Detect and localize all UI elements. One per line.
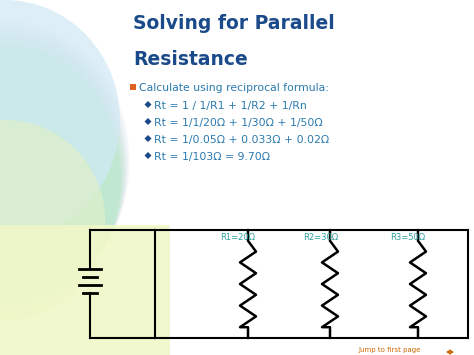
- Text: Resistance: Resistance: [133, 50, 248, 69]
- Ellipse shape: [0, 0, 120, 240]
- Text: Calculate using reciprocal formula:: Calculate using reciprocal formula:: [139, 83, 329, 93]
- Text: Rt = 1/103Ω = 9.70Ω: Rt = 1/103Ω = 9.70Ω: [154, 152, 270, 162]
- Bar: [130, 84, 136, 90]
- Polygon shape: [145, 118, 152, 125]
- Polygon shape: [145, 101, 152, 108]
- Text: Jump to first page: Jump to first page: [358, 347, 420, 353]
- Ellipse shape: [0, 120, 105, 320]
- Text: R3=50Ω: R3=50Ω: [390, 233, 425, 242]
- Text: R2=30Ω: R2=30Ω: [303, 233, 338, 242]
- Polygon shape: [145, 135, 152, 142]
- Text: Rt = 1/1/20Ω + 1/30Ω + 1/50Ω: Rt = 1/1/20Ω + 1/30Ω + 1/50Ω: [154, 118, 323, 128]
- Text: Rt = 1/0.05Ω + 0.033Ω + 0.02Ω: Rt = 1/0.05Ω + 0.033Ω + 0.02Ω: [154, 135, 329, 145]
- Text: Rt = 1 / 1/R1 + 1/R2 + 1/Rn: Rt = 1 / 1/R1 + 1/R2 + 1/Rn: [154, 101, 307, 111]
- Bar: [0, 225, 170, 355]
- Polygon shape: [145, 152, 152, 159]
- Text: R1=20Ω: R1=20Ω: [220, 233, 255, 242]
- Text: Solving for Parallel: Solving for Parallel: [133, 14, 335, 33]
